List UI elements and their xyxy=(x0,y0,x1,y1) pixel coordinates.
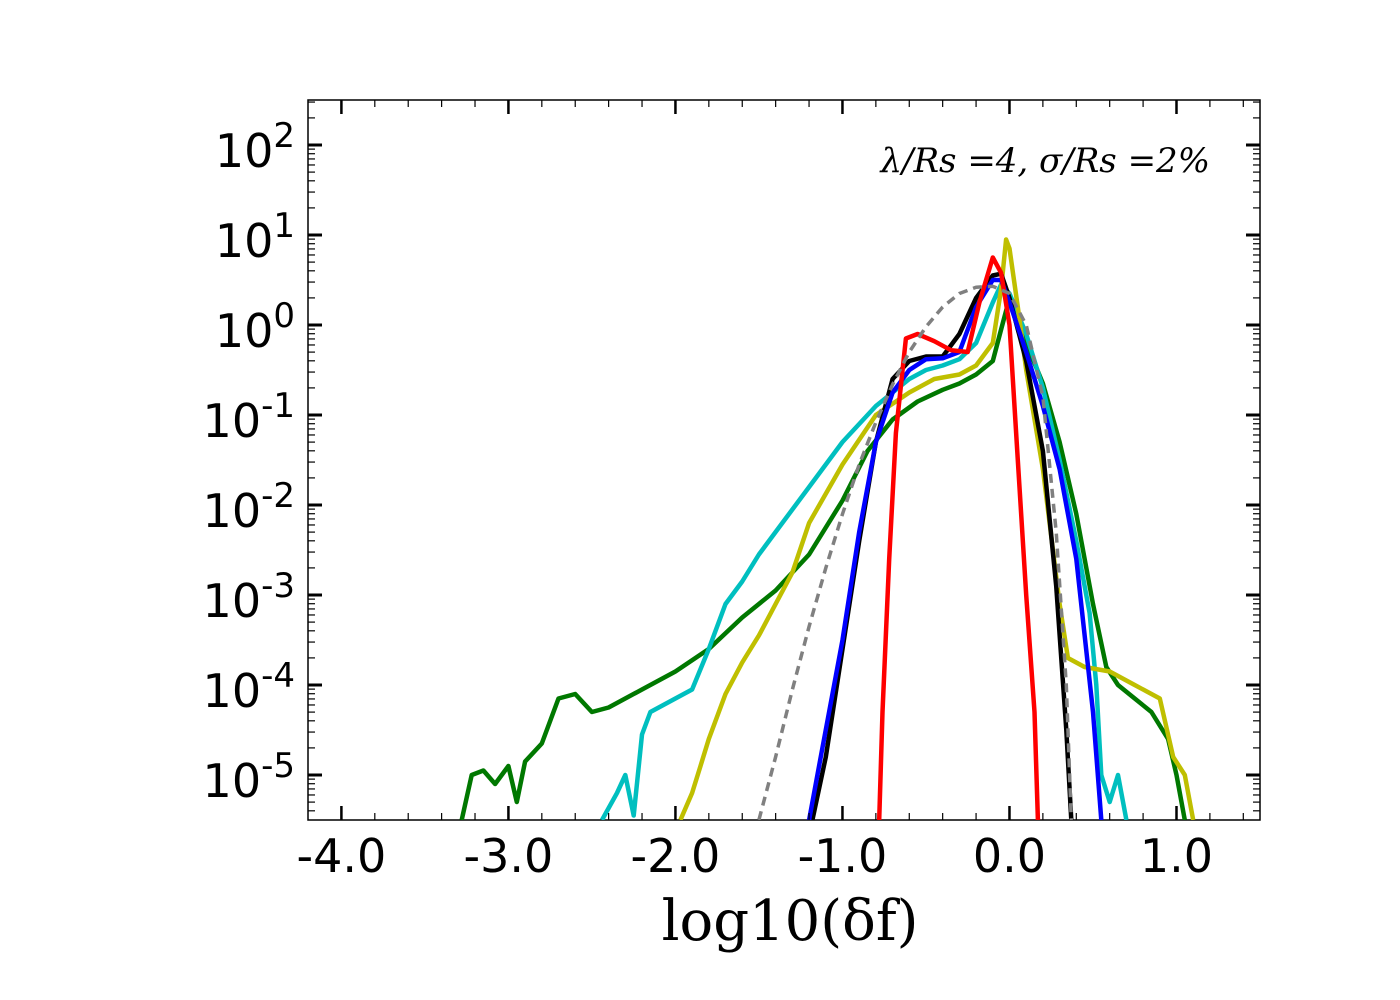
series-line-red xyxy=(876,255,1041,820)
label-layer: -4.0 -3.0 -2.0 -1.0 0.0 1.0 102 101 100 10-1 10-2 1… xyxy=(203,116,1214,883)
x-axis-label: log10(δf) xyxy=(662,889,919,954)
y-tick-label: 101 xyxy=(215,206,295,268)
series-layer xyxy=(459,237,1196,820)
x-tick-label: -3.0 xyxy=(464,829,554,883)
y-tick-label: 10-4 xyxy=(203,656,295,718)
series-line-green xyxy=(459,295,1188,820)
x-tick-label: 0.0 xyxy=(973,829,1046,883)
x-tick-label: -2.0 xyxy=(631,829,721,883)
y-tick-label: 10-1 xyxy=(203,386,295,448)
plot-area xyxy=(307,99,1261,821)
y-tick-label: 10-2 xyxy=(203,476,295,538)
x-tick-label: -4.0 xyxy=(297,829,387,883)
y-tick-label: 10-5 xyxy=(203,746,295,808)
annotation: λ/Rs =4, σ/Rs =2% xyxy=(878,141,1210,181)
y-tick-label: 102 xyxy=(215,116,295,178)
series-line-yellow xyxy=(678,237,1196,820)
x-tick-label: -1.0 xyxy=(798,829,888,883)
series-line-cyan xyxy=(600,282,1129,820)
tick-layer xyxy=(308,100,1260,820)
x-tick-label: 1.0 xyxy=(1140,829,1213,883)
y-tick-label: 10-3 xyxy=(203,566,295,628)
series-line-gray-dashed xyxy=(757,284,1074,820)
y-tick-label: 100 xyxy=(215,296,295,358)
series-line-blue xyxy=(806,277,1104,820)
